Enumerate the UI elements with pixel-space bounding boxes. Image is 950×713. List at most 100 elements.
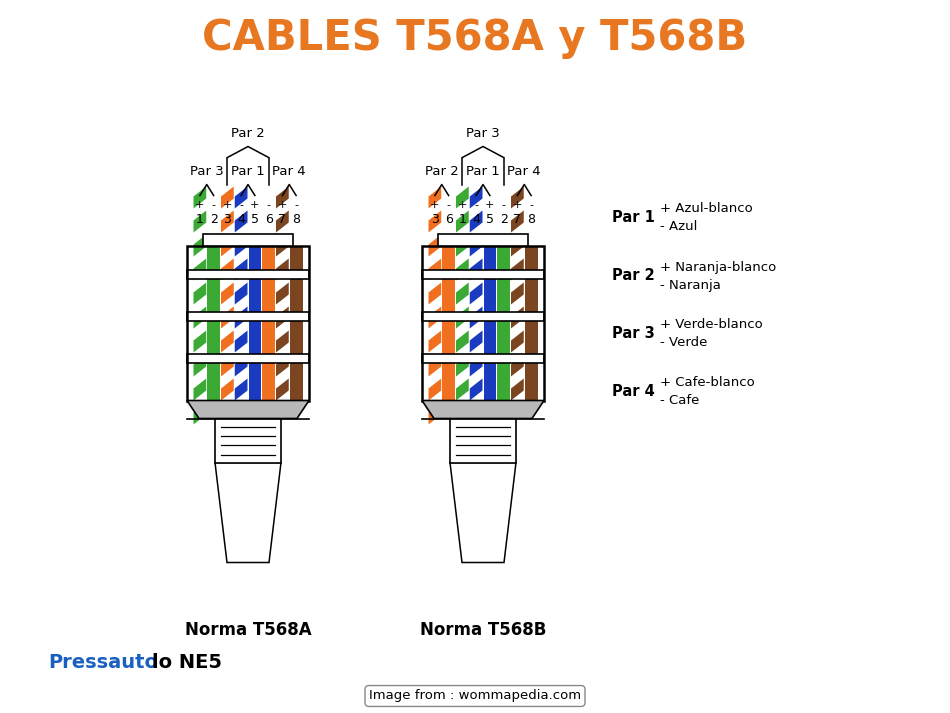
Bar <box>207 245 220 401</box>
Polygon shape <box>456 282 468 304</box>
Polygon shape <box>194 210 206 232</box>
Text: -: - <box>212 200 216 210</box>
Text: Par 1: Par 1 <box>231 165 265 178</box>
Polygon shape <box>428 403 441 424</box>
Polygon shape <box>221 187 234 208</box>
Polygon shape <box>469 307 483 329</box>
Bar <box>249 245 261 401</box>
Polygon shape <box>221 307 234 329</box>
Text: 6: 6 <box>445 213 452 226</box>
Text: +: + <box>430 200 440 210</box>
Bar <box>187 233 309 438</box>
Polygon shape <box>456 354 468 376</box>
Text: Par 2: Par 2 <box>612 269 655 284</box>
Polygon shape <box>428 307 441 329</box>
Bar <box>484 245 496 401</box>
Polygon shape <box>276 210 289 232</box>
Polygon shape <box>428 282 441 304</box>
Text: 1: 1 <box>459 213 466 226</box>
Text: +: + <box>277 200 287 210</box>
Polygon shape <box>450 463 516 563</box>
Text: 6: 6 <box>265 213 273 226</box>
Text: Par 1: Par 1 <box>612 210 655 225</box>
Polygon shape <box>511 259 523 280</box>
Polygon shape <box>511 282 523 304</box>
Text: Par 3: Par 3 <box>612 327 655 342</box>
Bar <box>469 245 483 401</box>
Polygon shape <box>194 354 206 376</box>
Text: +: + <box>485 200 495 210</box>
Text: Par 4: Par 4 <box>273 165 306 178</box>
Polygon shape <box>235 282 248 304</box>
Text: 4: 4 <box>238 213 245 226</box>
Polygon shape <box>456 379 468 401</box>
Polygon shape <box>469 379 483 401</box>
Polygon shape <box>276 331 289 352</box>
Text: Pressauto: Pressauto <box>48 654 158 672</box>
Polygon shape <box>194 259 206 280</box>
Polygon shape <box>235 354 248 376</box>
Polygon shape <box>511 307 523 329</box>
Bar <box>422 233 544 438</box>
Polygon shape <box>235 235 248 257</box>
Polygon shape <box>187 401 309 419</box>
Text: 7: 7 <box>513 213 522 226</box>
Polygon shape <box>194 235 206 257</box>
Polygon shape <box>428 331 441 352</box>
Text: Par 2: Par 2 <box>231 127 265 140</box>
Bar <box>511 245 523 401</box>
Polygon shape <box>428 354 441 376</box>
Polygon shape <box>456 210 468 232</box>
Polygon shape <box>428 187 441 208</box>
Bar <box>422 245 544 401</box>
Bar <box>450 419 516 463</box>
Polygon shape <box>194 331 206 352</box>
Polygon shape <box>469 403 483 424</box>
Text: +: + <box>513 200 522 210</box>
Polygon shape <box>194 307 206 329</box>
Text: + Verde-blanco: + Verde-blanco <box>660 319 763 332</box>
Bar <box>443 245 455 401</box>
Bar <box>187 354 309 363</box>
Polygon shape <box>469 235 483 257</box>
Polygon shape <box>194 282 206 304</box>
Text: - Azul: - Azul <box>660 220 697 233</box>
Bar <box>422 354 544 363</box>
Polygon shape <box>456 331 468 352</box>
Bar <box>524 245 538 401</box>
Polygon shape <box>456 235 468 257</box>
Text: Image from : wommapedia.com: Image from : wommapedia.com <box>369 689 581 702</box>
Polygon shape <box>235 187 248 208</box>
Polygon shape <box>221 331 234 352</box>
Polygon shape <box>276 235 289 257</box>
Text: 3: 3 <box>431 213 439 226</box>
Polygon shape <box>221 379 234 401</box>
Bar <box>194 245 206 401</box>
Bar <box>422 270 544 279</box>
Bar <box>187 312 309 321</box>
Polygon shape <box>221 354 234 376</box>
Bar <box>262 245 275 401</box>
Polygon shape <box>511 331 523 352</box>
Polygon shape <box>469 331 483 352</box>
Text: Par 1: Par 1 <box>466 165 500 178</box>
Text: -: - <box>502 200 505 210</box>
Polygon shape <box>215 463 281 563</box>
Polygon shape <box>221 259 234 280</box>
Polygon shape <box>194 403 206 424</box>
Polygon shape <box>511 354 523 376</box>
Polygon shape <box>221 235 234 257</box>
Text: Norma T568A: Norma T568A <box>184 621 312 639</box>
Polygon shape <box>276 307 289 329</box>
Polygon shape <box>469 259 483 280</box>
Polygon shape <box>221 403 234 424</box>
Polygon shape <box>469 354 483 376</box>
Text: CABLES T568A y T568B: CABLES T568A y T568B <box>202 17 748 59</box>
Bar <box>428 245 441 401</box>
Polygon shape <box>456 307 468 329</box>
Polygon shape <box>235 307 248 329</box>
Polygon shape <box>511 235 523 257</box>
Text: 2: 2 <box>210 213 218 226</box>
Text: - Verde: - Verde <box>660 337 708 349</box>
Polygon shape <box>511 187 523 208</box>
